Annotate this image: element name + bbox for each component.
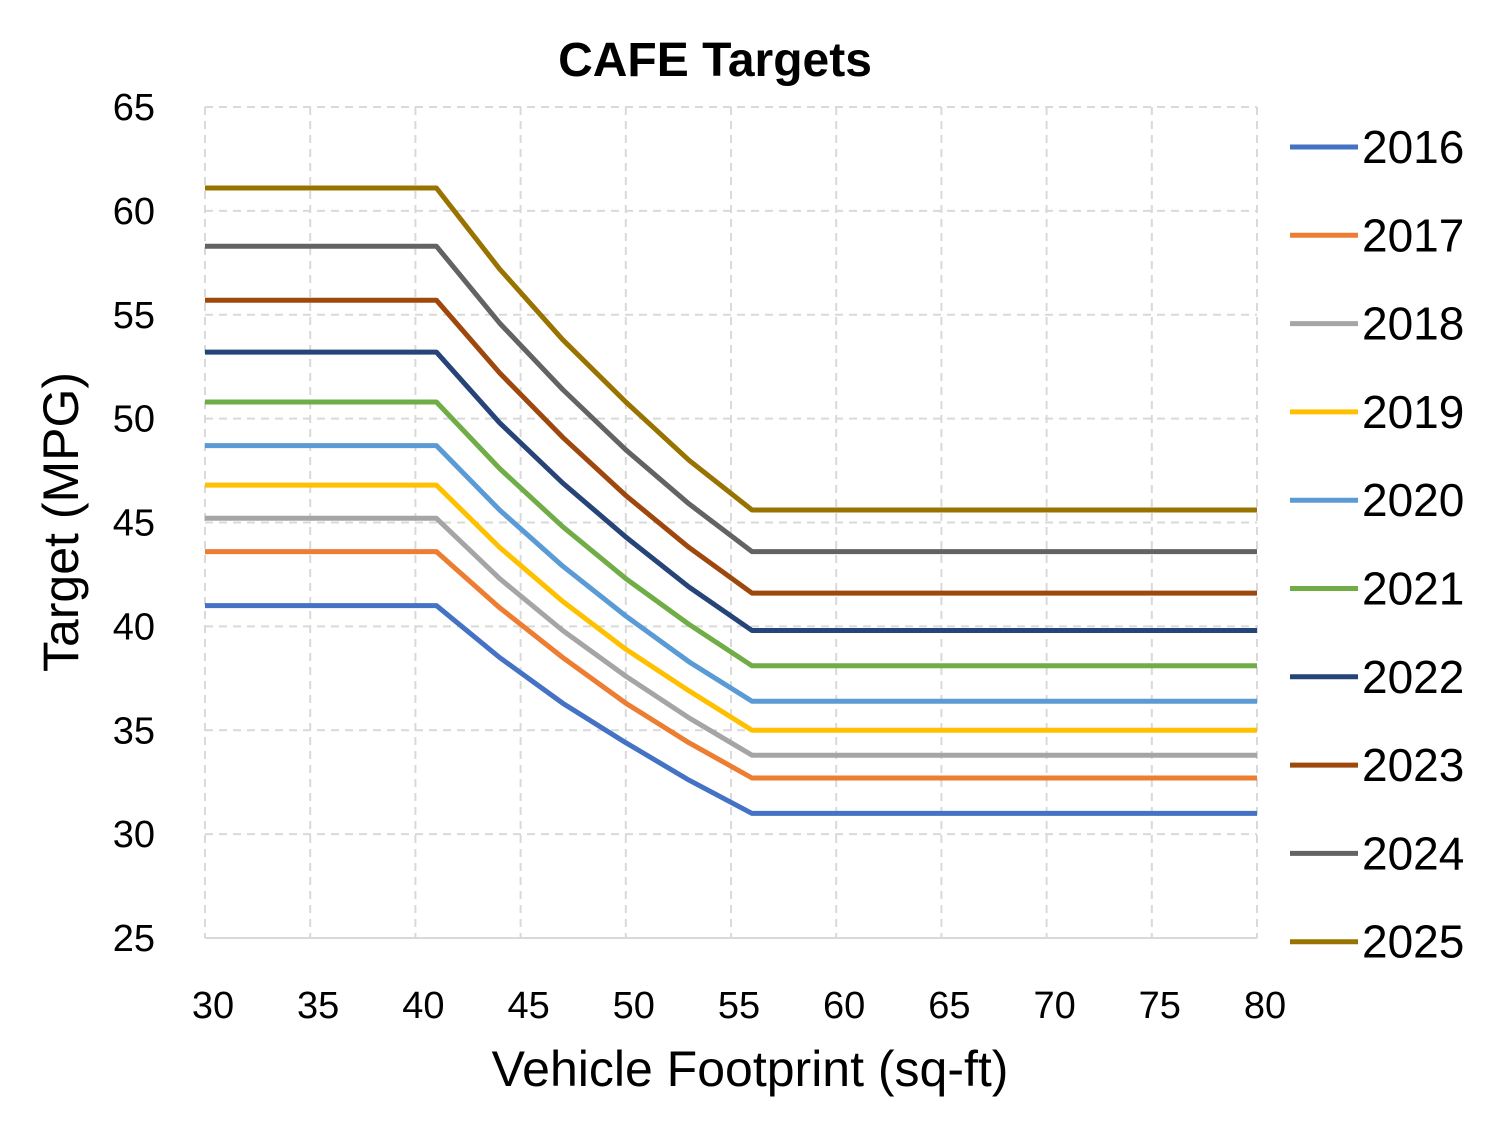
y-tick-label: 50: [113, 399, 155, 441]
legend-label: 2017: [1362, 209, 1464, 261]
legend-item-2025: 2025: [1290, 916, 1464, 968]
x-tick-label: 50: [613, 985, 655, 1027]
series-line-2019: [205, 482, 1257, 733]
series-line-2018: [205, 515, 1257, 758]
legend-item-2016: 2016: [1290, 121, 1464, 173]
y-tick-label: 35: [113, 710, 155, 752]
legend-label: 2024: [1362, 827, 1464, 879]
series-line-2023: [205, 297, 1257, 596]
y-tick-label: 30: [113, 814, 155, 856]
legend-item-2021: 2021: [1290, 563, 1464, 615]
series-lines: [205, 185, 1257, 816]
x-tick-label: 45: [507, 985, 549, 1027]
legend-item-2019: 2019: [1290, 386, 1464, 438]
x-tick-label: 55: [718, 985, 760, 1027]
y-tick-label: 55: [113, 295, 155, 337]
legend-label: 2019: [1362, 386, 1464, 438]
series-line-2016: [205, 603, 1257, 816]
legend-label: 2016: [1362, 121, 1464, 173]
legend: 2016 2017 2018 2019 2020 2021 2022 2023 2024 2025: [1290, 121, 1464, 968]
series-line-2022: [205, 349, 1257, 633]
x-tick-label: 75: [1139, 985, 1181, 1027]
x-axis-label: Vehicle Footprint (sq-ft): [492, 1041, 1009, 1097]
x-tick-label: 40: [402, 985, 444, 1027]
x-tick-label: 80: [1244, 985, 1286, 1027]
y-tick-label: 60: [113, 191, 155, 233]
legend-label: 2023: [1362, 739, 1464, 791]
series-line-2025: [205, 185, 1257, 513]
legend-item-2022: 2022: [1290, 651, 1464, 703]
legend-item-2024: 2024: [1290, 827, 1464, 879]
legend-label: 2020: [1362, 474, 1464, 526]
y-axis-label: Target (MPG): [33, 372, 89, 672]
y-tick-label: 40: [113, 606, 155, 648]
x-tick-label: 30: [192, 985, 234, 1027]
x-tick-label: 35: [297, 985, 339, 1027]
legend-item-2023: 2023: [1290, 739, 1464, 791]
y-tick-label: 25: [113, 918, 155, 960]
x-tick-label: 65: [928, 985, 970, 1027]
series-line-2021: [205, 399, 1257, 669]
y-tick-label: 45: [113, 503, 155, 545]
x-tick-label: 70: [1033, 985, 1075, 1027]
series-line-2020: [205, 443, 1257, 704]
legend-item-2017: 2017: [1290, 209, 1464, 261]
tick-labels: 30 35 40 45 50 55 60 65 70 75 80 25 30 35 40 45 50 55 60 65: [113, 87, 1286, 1027]
legend-label: 2021: [1362, 563, 1464, 615]
x-tick-label: 60: [823, 985, 865, 1027]
y-tick-label: 65: [113, 87, 155, 129]
chart-title: CAFE Targets: [558, 34, 872, 87]
legend-item-2020: 2020: [1290, 474, 1464, 526]
grid: [204, 106, 1258, 939]
series-line-2024: [205, 243, 1257, 555]
legend-label: 2022: [1362, 651, 1464, 703]
series-line-2017: [205, 549, 1257, 781]
legend-label: 2025: [1362, 916, 1464, 968]
legend-label: 2018: [1362, 298, 1464, 350]
legend-item-2018: 2018: [1290, 298, 1464, 350]
